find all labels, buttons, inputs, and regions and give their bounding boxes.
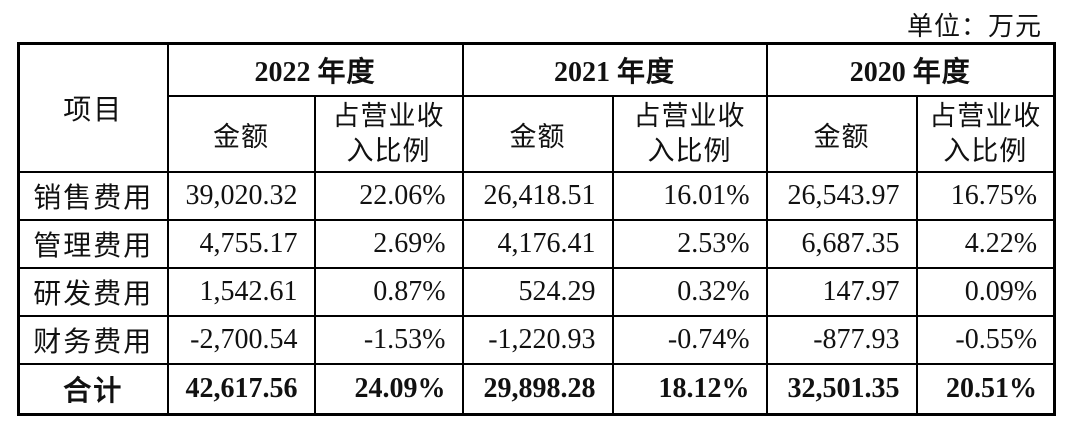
ratio-2021: 0.32%	[611, 267, 768, 317]
table-row-rd-expenses: 研发费用 1,542.61 0.87% 524.29 0.32% 147.97 …	[17, 267, 1056, 317]
amount-2021: 29,898.28	[461, 363, 614, 416]
ratio-2022: 22.06%	[313, 171, 464, 221]
ratio-2020: 20.51%	[915, 363, 1056, 416]
ratio-2020: -0.55%	[915, 315, 1056, 365]
row-label: 合计	[17, 363, 169, 416]
ratio-2020: 0.09%	[915, 267, 1056, 317]
amount-2020: 6,687.35	[765, 219, 918, 269]
table-header-subcolumns: 金额 占营业收 入比例 金额 占营业收 入比例 金额 占营业收 入比例	[19, 95, 1056, 173]
column-header-amount-2021: 金额	[461, 95, 614, 173]
amount-2020: 26,543.97	[765, 171, 918, 221]
amount-2022: -2,700.54	[166, 315, 316, 365]
year-suffix: 年度	[617, 57, 676, 88]
table-row-selling-expenses: 销售费用 39,020.32 22.06% 26,418.51 16.01% 2…	[17, 171, 1056, 221]
column-header-ratio-2021: 占营业收 入比例	[611, 95, 768, 173]
column-header-item: 项目	[17, 42, 169, 173]
expense-table: 项目 2022 年度 2021 年度 2020 年度 金额 占营业收 入比例 金…	[17, 42, 1057, 416]
table-header-years: 项目 2022 年度 2021 年度 2020 年度	[17, 42, 1056, 173]
ratio-2022: -1.53%	[313, 315, 464, 365]
ratio-2022: 0.87%	[313, 267, 464, 317]
year-suffix: 年度	[912, 57, 971, 88]
year-suffix: 年度	[317, 57, 376, 88]
ratio-2021: 16.01%	[611, 171, 768, 221]
column-header-ratio-2020: 占营业收 入比例	[915, 95, 1056, 173]
column-header-amount-2020: 金额	[765, 95, 918, 173]
amount-2021: 4,176.41	[461, 219, 614, 269]
ratio-2022: 24.09%	[313, 363, 464, 416]
year-number: 2021	[554, 57, 611, 88]
row-label: 管理费用	[17, 219, 169, 269]
amount-2022: 39,020.32	[166, 171, 316, 221]
amount-2020: -877.93	[765, 315, 918, 365]
year-number: 2020	[849, 57, 906, 88]
amount-2021: 524.29	[461, 267, 614, 317]
column-header-year-2022: 2022 年度	[166, 42, 464, 97]
ratio-2020: 16.75%	[915, 171, 1056, 221]
table-row-admin-expenses: 管理费用 4,755.17 2.69% 4,176.41 2.53% 6,687…	[17, 219, 1056, 269]
column-header-year-2021: 2021 年度	[461, 42, 768, 97]
amount-2022: 42,617.56	[166, 363, 316, 416]
row-label: 销售费用	[17, 171, 169, 221]
ratio-2021: -0.74%	[611, 315, 768, 365]
amount-2020: 32,501.35	[765, 363, 918, 416]
row-label: 研发费用	[17, 267, 169, 317]
ratio-2021: 18.12%	[611, 363, 768, 416]
amount-2021: -1,220.93	[461, 315, 614, 365]
year-number: 2022	[254, 57, 311, 88]
ratio-2022: 2.69%	[313, 219, 464, 269]
unit-label: 单位：万元	[906, 12, 1042, 41]
table-row-total: 合计 42,617.56 24.09% 29,898.28 18.12% 32,…	[17, 363, 1056, 416]
amount-2021: 26,418.51	[461, 171, 614, 221]
ratio-2021: 2.53%	[611, 219, 768, 269]
ratio-2020: 4.22%	[915, 219, 1056, 269]
column-header-year-2020: 2020 年度	[765, 42, 1056, 97]
row-label: 财务费用	[17, 315, 169, 365]
amount-2022: 4,755.17	[166, 219, 316, 269]
amount-2022: 1,542.61	[166, 267, 316, 317]
column-header-amount-2022: 金额	[166, 95, 316, 173]
amount-2020: 147.97	[765, 267, 918, 317]
table-row-financial-expenses: 财务费用 -2,700.54 -1.53% -1,220.93 -0.74% -…	[17, 315, 1056, 365]
column-header-ratio-2022: 占营业收 入比例	[313, 95, 464, 173]
